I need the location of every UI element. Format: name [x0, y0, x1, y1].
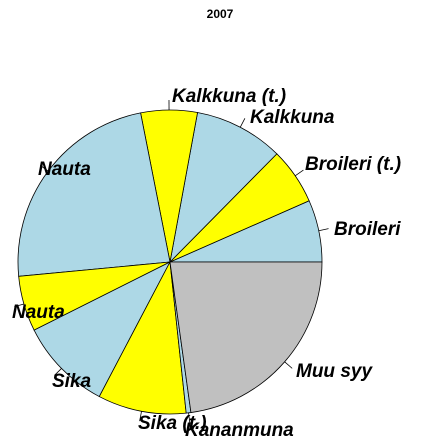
leader-line [14, 303, 25, 308]
leader-line [39, 164, 49, 172]
pie-slice [33, 261, 171, 398]
pie-slice [169, 112, 278, 264]
slice-label: Kalkkuna [250, 107, 335, 128]
leader-line [239, 118, 246, 128]
leader-line [284, 361, 293, 369]
slice-label: Broileri (t.) [305, 154, 401, 175]
pie-slice [98, 260, 187, 415]
leader-line [188, 412, 191, 423]
slice-label: Sika [52, 371, 92, 392]
slice-label: Muu syy [296, 361, 373, 382]
slice-label: Broileri [334, 219, 401, 240]
leader-line [294, 169, 304, 177]
leader-line [54, 368, 62, 376]
leader-line [139, 411, 142, 422]
slice-label: Nauta [38, 159, 91, 180]
leader-line [318, 228, 329, 232]
slice-label: Kalkkuna (t.) [172, 86, 286, 107]
chart-title: 2007 [207, 7, 234, 21]
pie-slice [169, 261, 323, 414]
slice-label: Kananmuna [185, 420, 294, 441]
slice-label: Nauta [12, 302, 65, 323]
